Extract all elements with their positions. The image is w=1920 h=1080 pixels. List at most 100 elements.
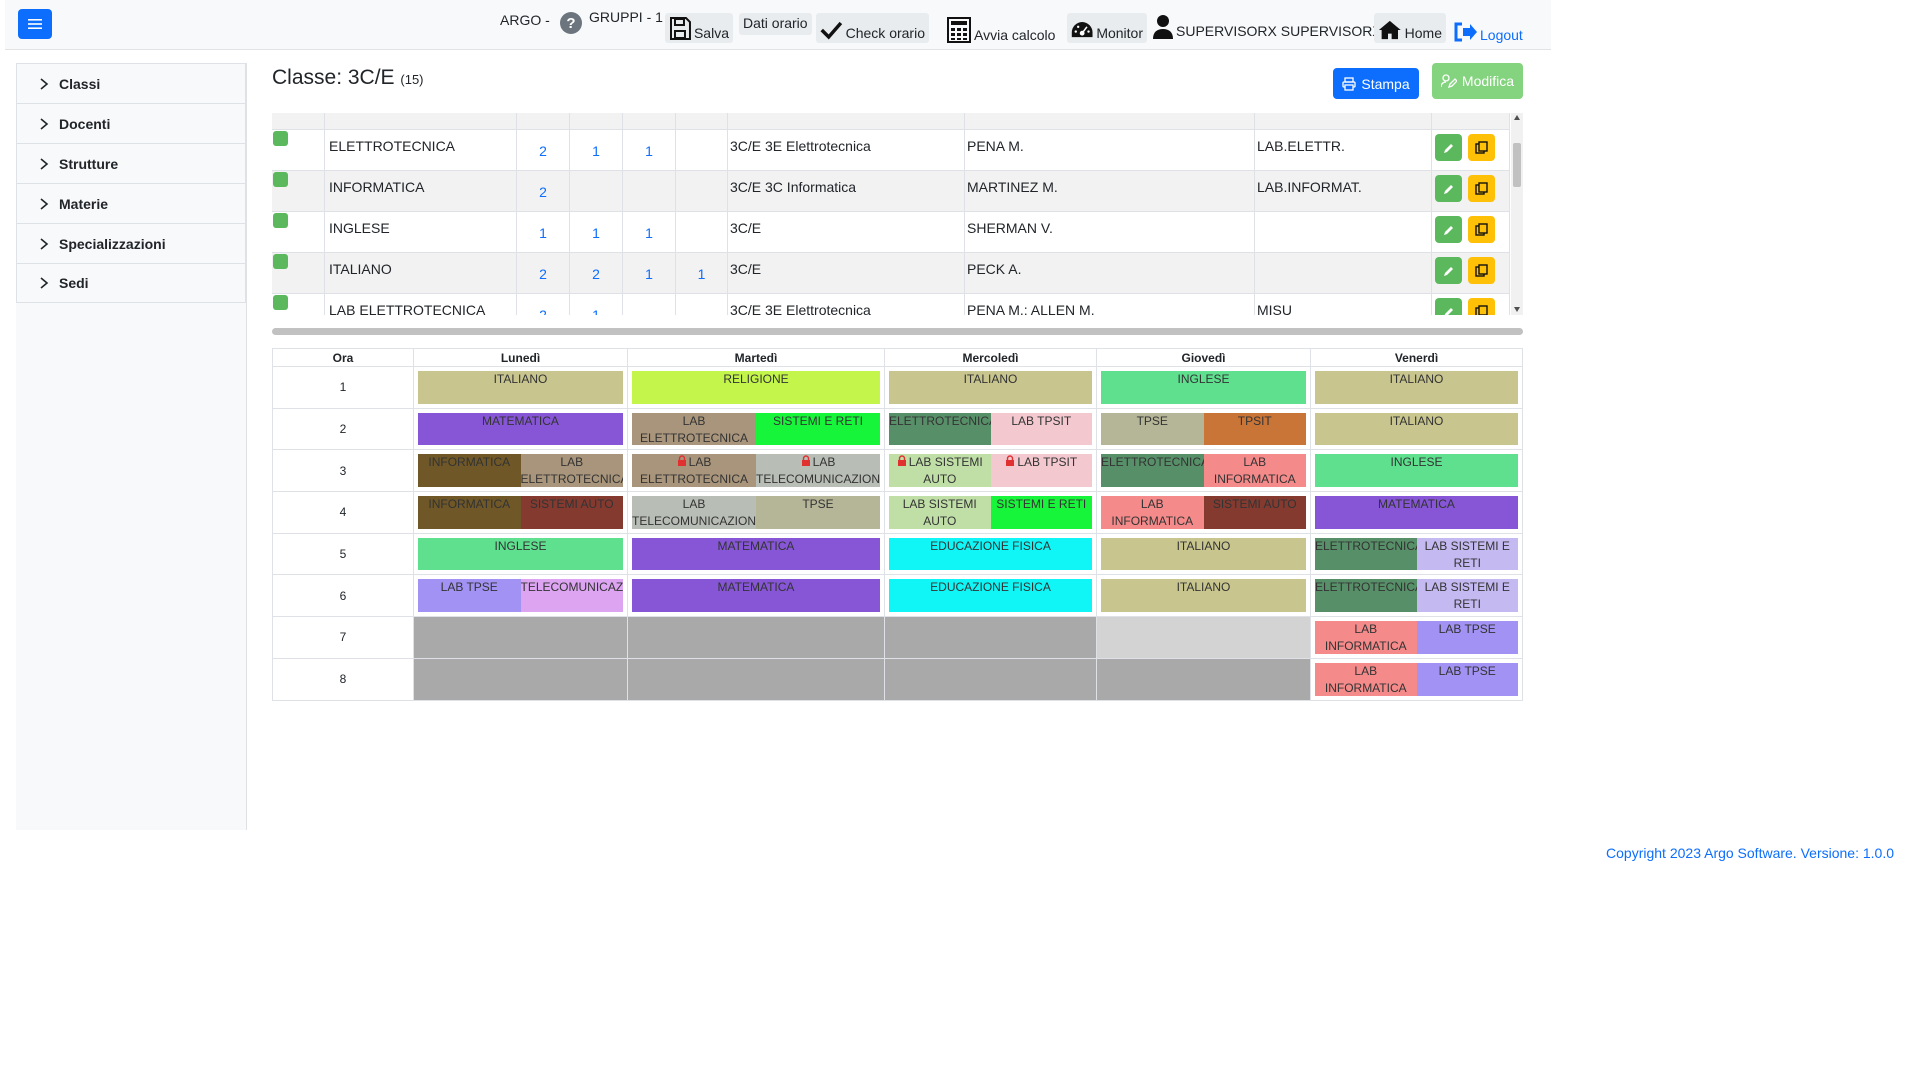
lesson-block[interactable]: ITALIANO [418,371,623,404]
lesson-block[interactable]: LAB SISTEMI E RETI [1416,579,1518,613]
lesson-slot[interactable]: INGLESE [1101,371,1306,404]
salva-button[interactable]: Salva [665,13,733,43]
schedule-cell[interactable]: LAB INFORMATICA LAB TPSE [1310,657,1523,701]
lesson-slot[interactable]: ELETTROTECNICA LAB TPSIT [889,412,1092,446]
home-button[interactable]: Home [1374,13,1446,43]
lesson-slot[interactable]: ITALIANO [1101,537,1306,571]
lesson-slot[interactable]: MATEMATICA [632,579,880,613]
lesson-block[interactable]: RELIGIONE [632,371,880,404]
table-cell[interactable] [623,171,676,212]
lesson-block[interactable]: INFORMATICA [418,454,521,488]
table-cell[interactable] [570,171,623,212]
stampa-button[interactable]: Stampa [1333,68,1419,99]
schedule-cell[interactable]: LAB SISTEMI AUTO LAB TPSIT [884,449,1097,493]
lesson-slot[interactable]: ELETTROTECNICA LAB SISTEMI E RETI [1315,579,1518,613]
lesson-slot[interactable]: ITALIANO [1315,371,1518,404]
lesson-slot[interactable]: LAB TELECOMUNICAZIONI TPSE [632,496,880,529]
lesson-block[interactable]: MATEMATICA [632,537,880,571]
sidebar-item-classi[interactable]: Classi [16,63,246,103]
user-menu[interactable]: SUPERVISORX SUPERVISORX [1153,13,1382,39]
modifica-button[interactable]: Modifica [1432,63,1523,99]
table-cell[interactable]: 1 [570,212,623,253]
lesson-block[interactable]: LAB INFORMATICA [1203,454,1306,488]
lesson-slot[interactable]: EDUCAZIONE FISICA [889,579,1092,613]
lesson-block[interactable]: ELETTROTECNICA [889,412,991,446]
lesson-block[interactable]: LAB INFORMATICA [1101,496,1204,529]
lesson-slot[interactable]: LAB TPSE TELECOMUNICAZIONI [418,579,623,613]
lesson-slot[interactable]: ITALIANO [889,371,1092,404]
table-cell[interactable]: 2 [570,253,623,294]
table-cell[interactable]: 1 [517,212,570,253]
lesson-block[interactable]: ELETTROTECNICA [1315,579,1417,613]
edit-button[interactable] [1435,216,1462,243]
schedule-cell[interactable] [627,616,885,659]
lesson-block[interactable]: TELECOMUNICAZIONI [520,579,623,613]
copy-button[interactable] [1468,257,1495,284]
lesson-block[interactable]: LAB TPSIT [990,454,1092,488]
lesson-slot[interactable]: ITALIANO [1315,412,1518,446]
check-orario-button[interactable]: Check orario [816,13,929,43]
horizontal-scrollbar[interactable] [272,328,1523,335]
lesson-slot[interactable]: LAB ELETTROTECNICA LAB TELECOMUNICAZIONI [632,454,880,488]
schedule-cell[interactable]: ELETTROTECNICA LAB SISTEMI E RETI [1310,574,1523,618]
lesson-slot[interactable]: LAB INFORMATICA SISTEMI AUTO [1101,496,1306,529]
lesson-block[interactable]: SISTEMI E RETI [756,412,880,446]
sidebar-item-materie[interactable]: Materie [16,183,246,223]
schedule-cell[interactable]: INFORMATICA LAB ELETTROTECNICA [413,449,628,493]
lesson-slot[interactable]: RELIGIONE [632,371,880,404]
table-cell[interactable]: 2 [517,294,570,315]
lesson-block[interactable]: LAB SISTEMI AUTO [889,496,991,529]
schedule-cell[interactable]: ELETTROTECNICA LAB INFORMATICA [1096,449,1311,493]
avvia-calcolo-button[interactable]: Avvia calcolo [947,13,1055,43]
lesson-block[interactable]: LAB TPSE [418,579,521,613]
schedule-cell[interactable]: LAB ELETTROTECNICA SISTEMI E RETI [627,407,885,451]
lesson-slot[interactable]: INGLESE [1315,454,1518,488]
lesson-block[interactable]: LAB ELETTROTECNICA [520,454,623,488]
schedule-cell[interactable]: ITALIANO [1310,366,1523,409]
lesson-block[interactable]: SISTEMI AUTO [520,496,623,529]
schedule-cell[interactable]: ITALIANO [1096,574,1311,618]
table-cell[interactable]: 2 [517,130,570,171]
lesson-block[interactable]: INFORMATICA [418,496,521,529]
table-cell[interactable] [623,294,676,315]
copy-button[interactable] [1468,298,1495,315]
lesson-slot[interactable]: LAB ELETTROTECNICA SISTEMI E RETI [632,412,880,446]
edit-button[interactable] [1435,298,1462,315]
lesson-slot[interactable]: LAB SISTEMI AUTO LAB TPSIT [889,454,1092,488]
schedule-cell[interactable] [627,657,885,701]
schedule-cell[interactable]: EDUCAZIONE FISICA [884,574,1097,618]
lesson-block[interactable]: MATEMATICA [632,579,880,613]
lesson-block[interactable]: SISTEMI AUTO [1203,496,1306,529]
lesson-block[interactable]: LAB INFORMATICA [1315,621,1417,654]
table-cell[interactable] [676,212,728,253]
schedule-cell[interactable]: LAB INFORMATICA SISTEMI AUTO [1096,491,1311,534]
lesson-slot[interactable]: MATEMATICA [632,537,880,571]
lesson-block[interactable]: LAB TELECOMUNICAZIONI [756,454,880,488]
table-cell[interactable]: 2 [517,171,570,212]
schedule-cell[interactable]: LAB SISTEMI AUTO SISTEMI E RETI [884,491,1097,534]
lesson-slot[interactable]: ELETTROTECNICA LAB INFORMATICA [1101,454,1306,488]
lesson-block[interactable]: ELETTROTECNICA [1101,454,1204,488]
lesson-block[interactable]: LAB ELETTROTECNICA [632,412,756,446]
table-cell[interactable]: 1 [623,130,676,171]
lesson-block[interactable]: MATEMATICA [418,412,623,446]
schedule-cell[interactable]: ITALIANO [1310,407,1523,451]
schedule-cell[interactable]: RELIGIONE [627,366,885,409]
lesson-slot[interactable]: MATEMATICA [1315,496,1518,529]
lesson-slot[interactable]: TPSE TPSIT [1101,412,1306,446]
lesson-block[interactable]: LAB SISTEMI AUTO [889,454,991,488]
lesson-slot[interactable]: INFORMATICA LAB ELETTROTECNICA [418,454,623,488]
lesson-block[interactable]: EDUCAZIONE FISICA [889,537,1092,571]
copy-button[interactable] [1468,216,1495,243]
scrollbar-thumb[interactable] [1513,143,1521,187]
lesson-block[interactable]: ITALIANO [1101,537,1306,571]
lesson-block[interactable]: LAB TPSE [1416,621,1518,654]
lesson-block[interactable]: ITALIANO [1315,371,1518,404]
lesson-slot[interactable]: ELETTROTECNICA LAB SISTEMI E RETI [1315,537,1518,571]
lesson-block[interactable]: LAB TPSIT [990,412,1092,446]
schedule-cell[interactable]: EDUCAZIONE FISICA [884,532,1097,576]
schedule-cell[interactable]: INGLESE [1096,366,1311,409]
lesson-block[interactable]: LAB TELECOMUNICAZIONI [632,496,756,529]
lesson-block[interactable]: LAB TPSE [1416,662,1518,696]
lesson-slot[interactable]: INFORMATICA SISTEMI AUTO [418,496,623,529]
